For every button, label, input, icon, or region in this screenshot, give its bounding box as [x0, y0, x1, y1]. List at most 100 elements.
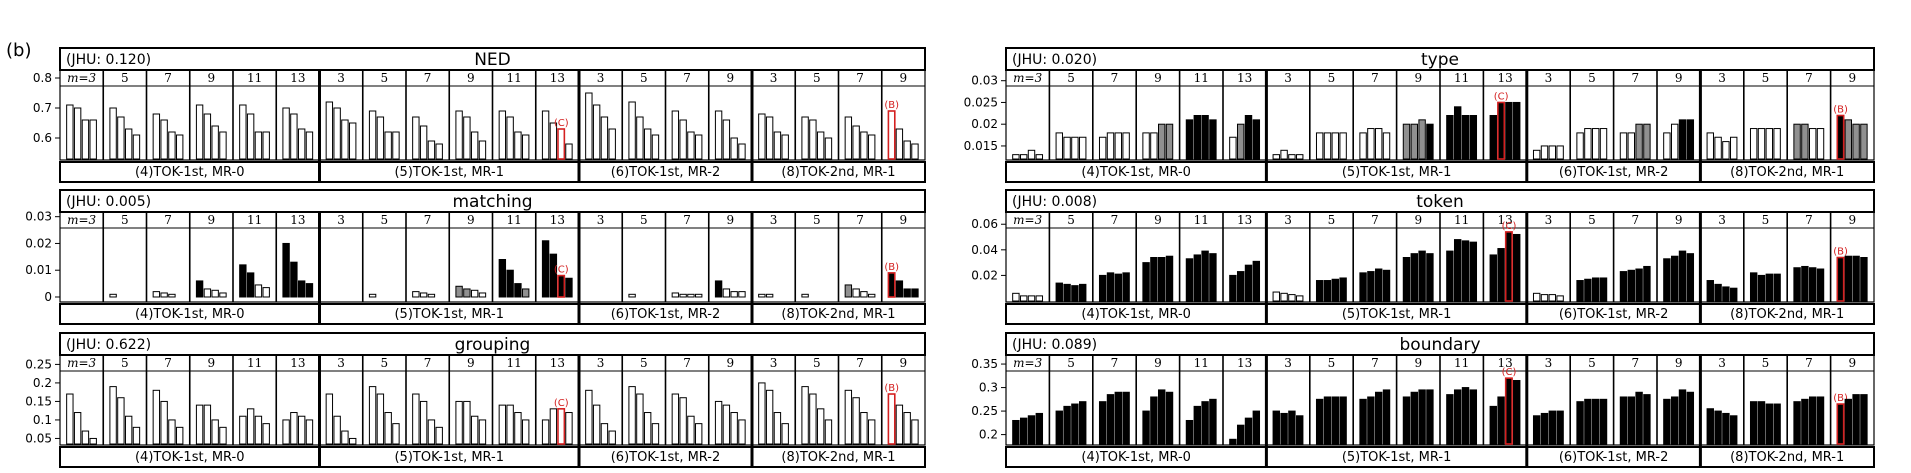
bar [1619, 396, 1628, 445]
bar [1469, 241, 1478, 302]
m-label: 9 [1848, 71, 1856, 85]
bar [738, 143, 746, 160]
m-label: 7 [856, 71, 864, 85]
panels: (JHU: 0.120) NED 0.6 0.7 0.8 m=3 5 7 9 11 13 (4)TOK… [25, 47, 1875, 468]
m-label: 3 [1545, 213, 1553, 227]
m-label: 7 [424, 71, 432, 85]
footer-box [1005, 303, 1875, 325]
bar [1296, 415, 1304, 445]
bar [1331, 132, 1340, 160]
bar [427, 419, 436, 445]
m-label: 13 [290, 71, 305, 85]
bar [109, 386, 117, 445]
bar [1584, 278, 1592, 302]
bar [1150, 257, 1158, 302]
panel-title: type [1421, 50, 1459, 70]
m-label: m=3 [67, 356, 96, 370]
bar [412, 393, 420, 445]
bar [1209, 398, 1217, 445]
bar [305, 131, 314, 160]
bar [1706, 132, 1714, 160]
bar [557, 274, 566, 298]
m-label: 13 [550, 71, 565, 85]
m-label: 5 [813, 71, 821, 85]
bar [514, 283, 522, 298]
bar [427, 140, 436, 160]
bar [1635, 391, 1643, 445]
m-label: 5 [381, 213, 389, 227]
bar [160, 400, 168, 445]
m-label: 9 [1154, 213, 1162, 227]
bar [549, 253, 558, 298]
bar [1012, 419, 1020, 445]
m-label: m=3 [67, 71, 96, 85]
bar [1367, 271, 1375, 302]
bar [1497, 101, 1506, 160]
bar [1706, 280, 1714, 302]
bar [1801, 398, 1809, 445]
m-label: 5 [121, 71, 129, 85]
bar [852, 125, 860, 160]
y-tick-label: 0.02 [971, 117, 998, 131]
m-label: 3 [1545, 71, 1553, 85]
bar [246, 408, 255, 445]
bar [1576, 132, 1584, 160]
highlight-label: (C) [1502, 367, 1517, 378]
m-label: 3 [1545, 356, 1553, 370]
bar [730, 291, 738, 298]
bar [1453, 106, 1462, 160]
m-label: 5 [1067, 213, 1075, 227]
m-label: 3 [337, 71, 345, 85]
bar [600, 116, 609, 160]
bar [1339, 132, 1347, 160]
bar [758, 293, 766, 298]
bar [1236, 123, 1245, 160]
bar [1122, 391, 1130, 445]
bar [1382, 132, 1391, 160]
bar [1114, 132, 1123, 160]
bar [911, 419, 919, 445]
bar [1359, 398, 1367, 445]
m-label: 13 [290, 213, 305, 227]
bar [1663, 132, 1671, 160]
bar [290, 113, 298, 160]
bar [290, 412, 298, 445]
bar [1730, 415, 1738, 445]
footer-box [59, 303, 926, 325]
bar [852, 397, 860, 445]
bar [349, 122, 357, 160]
bar [1201, 115, 1209, 160]
bar [1296, 295, 1304, 302]
y-tick-label: 0.6 [33, 131, 52, 145]
m-label: 3 [337, 213, 345, 227]
m-label: 5 [640, 356, 648, 370]
m-label: 13 [1237, 71, 1252, 85]
m-label: 7 [164, 71, 172, 85]
bar [1722, 412, 1730, 445]
bar [290, 261, 298, 298]
bar [1643, 265, 1651, 302]
bar [1860, 394, 1868, 445]
m-label: 13 [1497, 213, 1512, 227]
bar [376, 393, 385, 445]
group-label: (8)TOK-2nd, MR-1 [781, 165, 895, 180]
bar [1323, 396, 1332, 445]
m-label: 7 [1805, 213, 1813, 227]
bar [478, 140, 487, 160]
bar [463, 400, 471, 445]
bar [478, 419, 487, 445]
bar [282, 419, 290, 445]
bar [1055, 132, 1063, 160]
group-label: (6)TOK-1st, MR-2 [1559, 165, 1669, 180]
panel-boundary: (JHU: 0.089) boundary 0.2 0.25 0.3 0.35 m=3 5 7 9… [971, 332, 1875, 468]
bar [1513, 233, 1521, 302]
m-label: 7 [1631, 71, 1639, 85]
bar [592, 104, 601, 160]
jhu-label: (JHU: 0.020) [1012, 52, 1097, 68]
bar [1513, 101, 1521, 160]
bar [1193, 115, 1202, 160]
m-label: 7 [164, 356, 172, 370]
bar [651, 134, 660, 160]
m-label: 11 [1454, 356, 1469, 370]
